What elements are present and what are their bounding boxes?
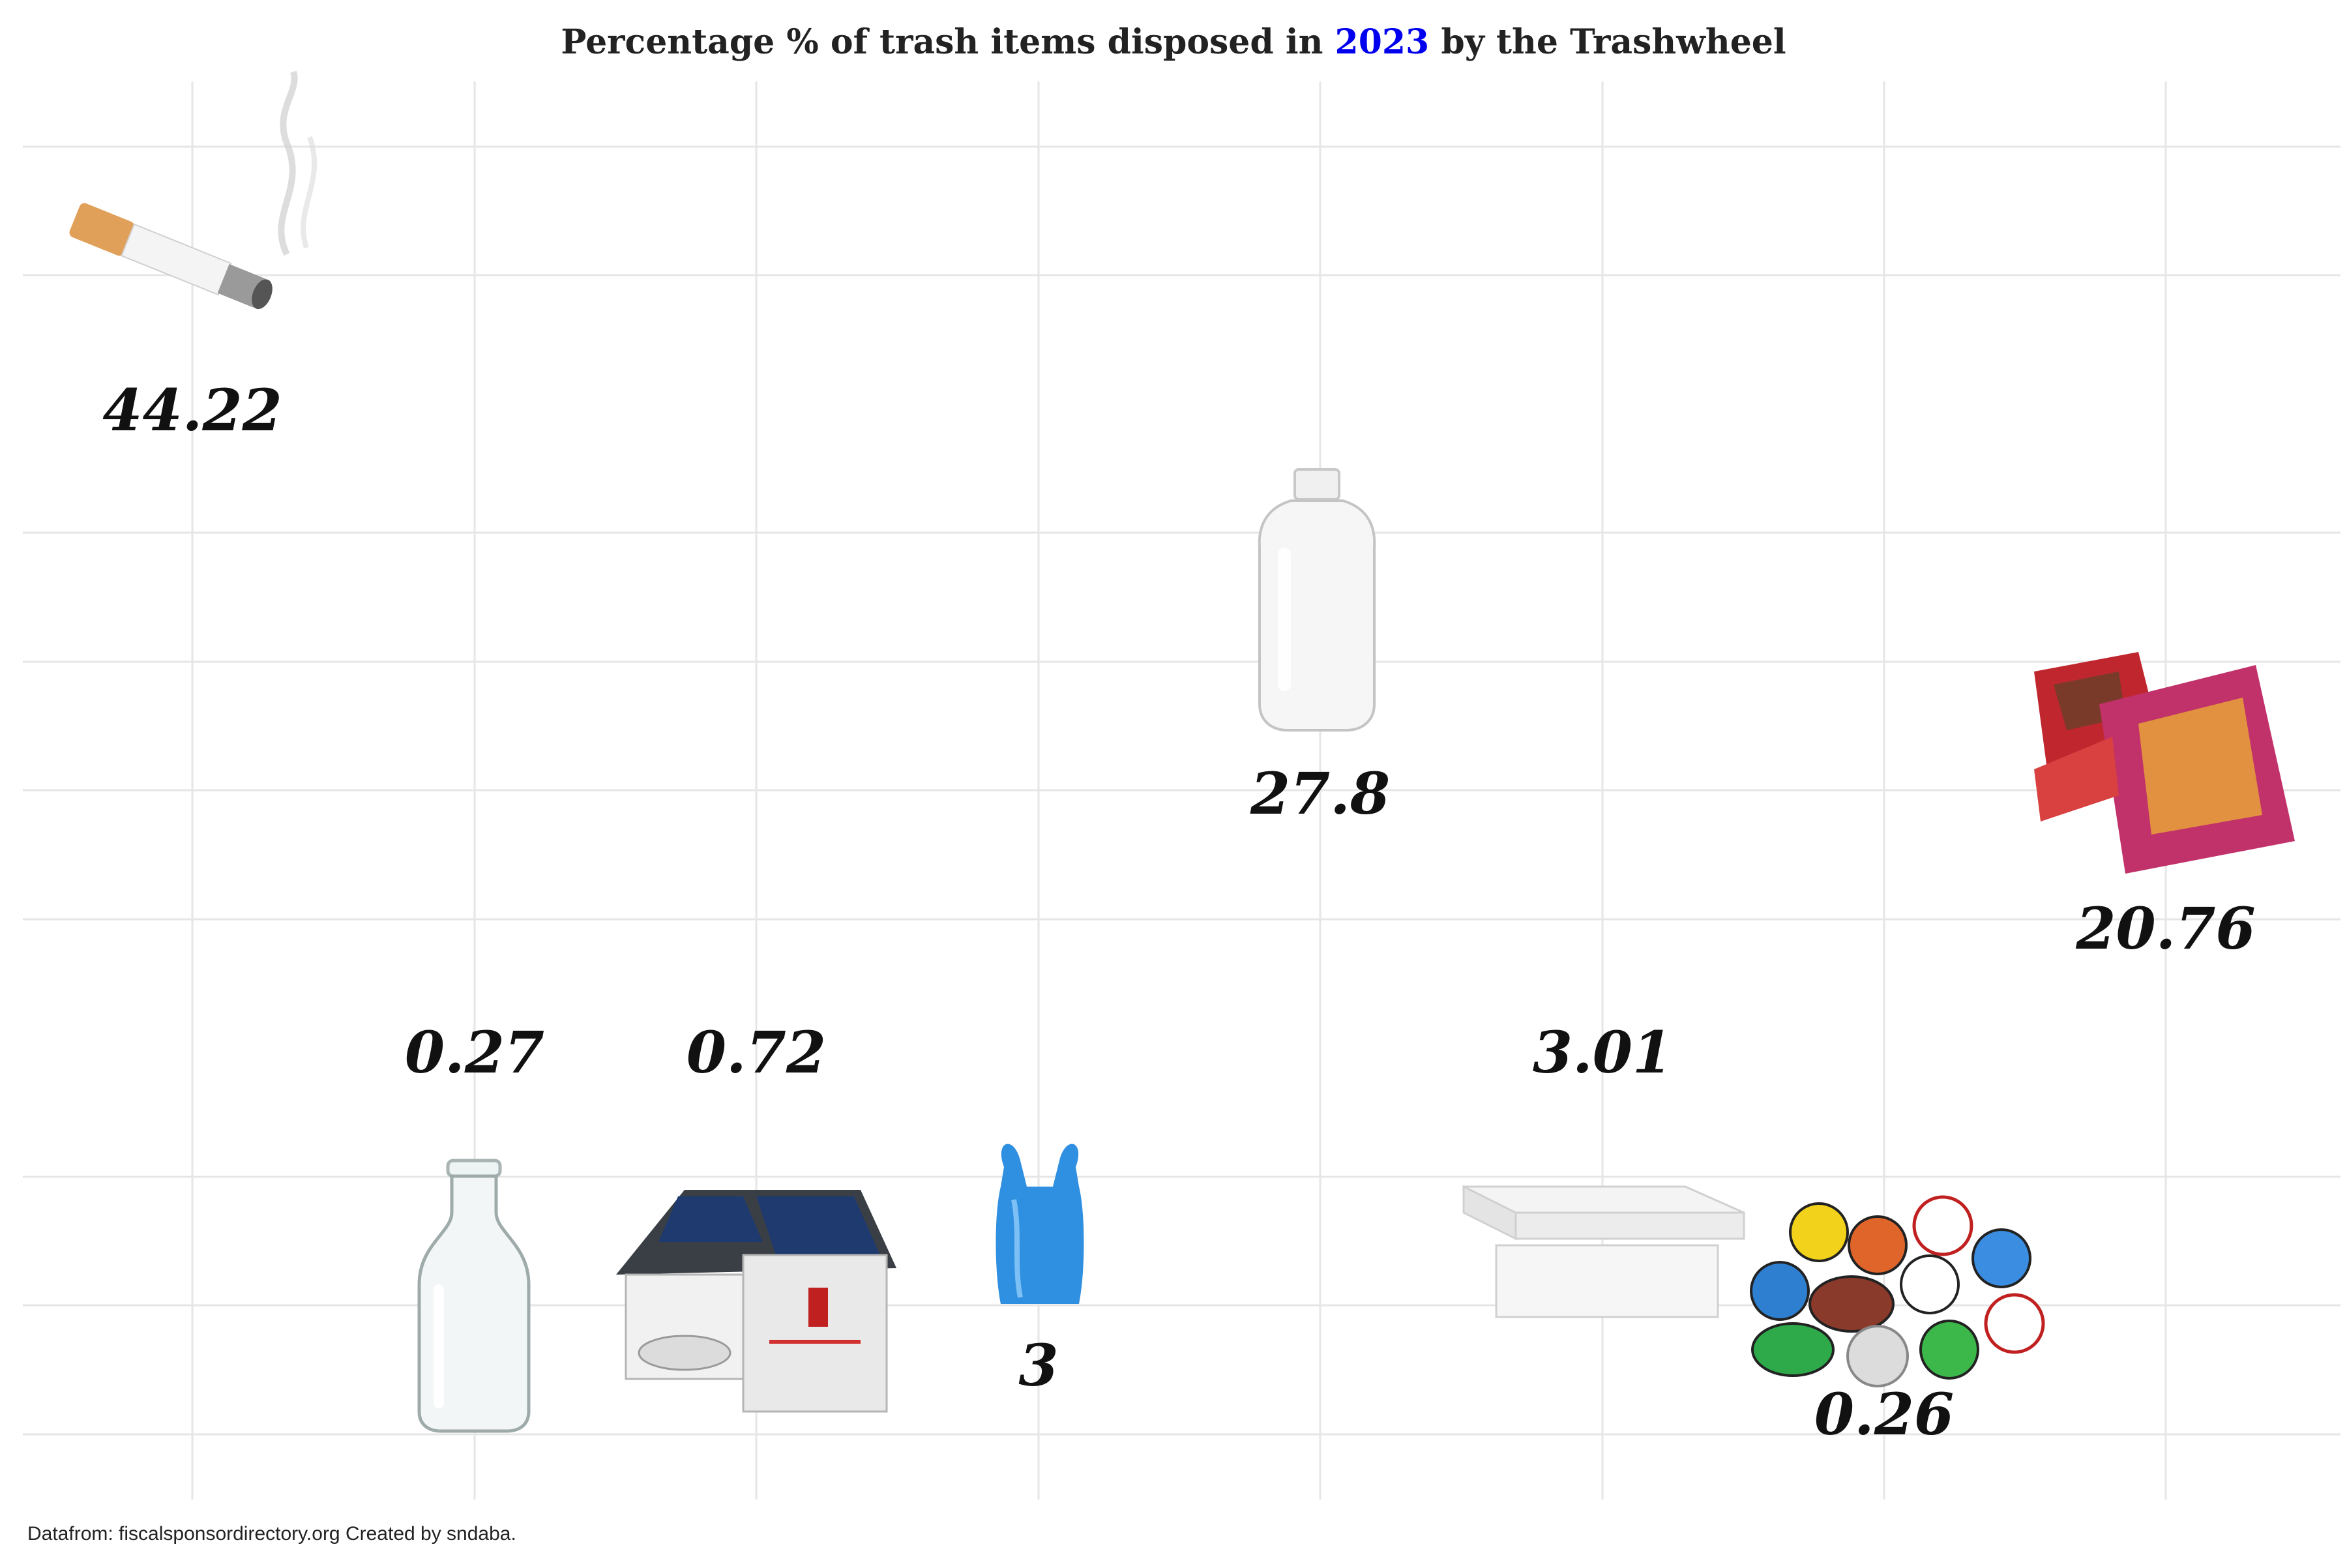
- item-icons: [69, 70, 2295, 1433]
- value-label-polystyrene: 3.01: [1533, 1018, 1672, 1086]
- value-label-cigarette-butt: 44.22: [102, 376, 282, 444]
- sports-balls-icon: [1750, 1195, 2045, 1387]
- chart-title-year: 2023: [1335, 22, 1430, 62]
- value-label-sports-balls: 0.26: [1814, 1380, 1954, 1448]
- cigarette-butt-icon: [69, 70, 317, 310]
- caption: Datafrom: fiscalsponsordirectory.org Cre…: [27, 1523, 516, 1545]
- chart-title: Percentage % of trash items disposed in …: [561, 22, 1786, 62]
- chart-title-suffix: by the Trashwheel: [1429, 22, 1786, 62]
- chart-title-prefix: Percentage % of trash items disposed in: [561, 22, 1335, 62]
- plastic-bag-icon: [996, 1144, 1084, 1304]
- value-labels: 44.22 0.27 0.72 3 27.8 3.01 0.26 20.76: [102, 376, 2256, 1448]
- wrappers-icon: [2034, 652, 2295, 874]
- grid-lines: [23, 81, 2340, 1500]
- value-label-wrappers: 20.76: [2075, 895, 2256, 962]
- plastic-bottle-icon: [1258, 468, 1376, 732]
- glass-bottle-icon: [417, 1159, 531, 1433]
- value-label-plastic-bottle: 27.8: [1250, 760, 1390, 827]
- polystyrene-icon: [1462, 1185, 1745, 1318]
- value-label-solar-house: 0.72: [686, 1018, 826, 1086]
- value-label-glass-bottle: 0.27: [405, 1018, 544, 1086]
- value-label-plastic-bag: 3: [1018, 1331, 1058, 1399]
- solar-house-icon: [616, 1190, 896, 1413]
